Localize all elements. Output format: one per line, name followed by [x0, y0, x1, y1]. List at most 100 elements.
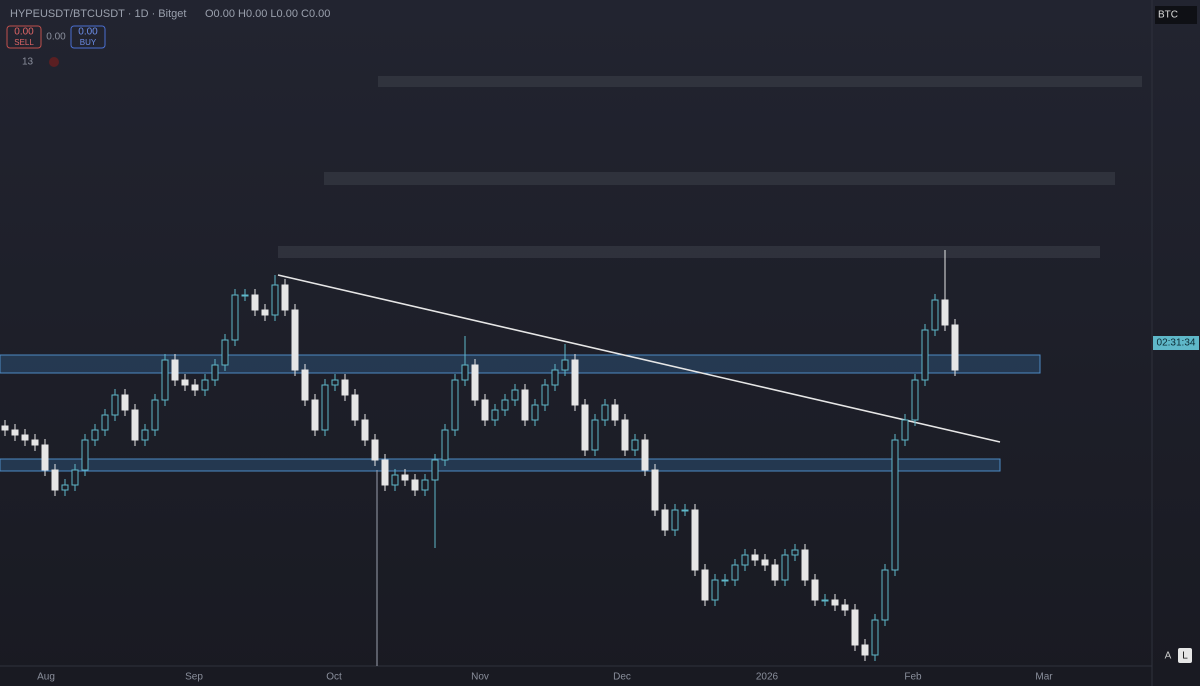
- candle-body: [31, 439, 39, 446]
- spread: 0.00: [46, 32, 66, 43]
- candle-body: [741, 554, 749, 566]
- candle-body: [181, 379, 189, 386]
- candle-body: [561, 359, 569, 371]
- sell-button[interactable]: [6, 25, 42, 49]
- candle-body: [441, 429, 449, 461]
- candle-body: [681, 509, 689, 512]
- candle-body: [301, 369, 309, 401]
- candle-body: [781, 554, 789, 581]
- candle-body: [151, 399, 159, 431]
- log-button[interactable]: [1178, 648, 1192, 663]
- candle-body: [801, 549, 809, 581]
- candle-body: [421, 479, 429, 491]
- sell-price: 0.00: [14, 27, 34, 38]
- candle-body: [161, 359, 169, 401]
- candle-body: [521, 389, 529, 421]
- candle-body: [791, 549, 799, 556]
- candle-body: [431, 459, 439, 481]
- candle-body: [911, 379, 919, 421]
- candle-body: [621, 419, 629, 451]
- zone: [324, 172, 1115, 185]
- countdown-box: [1153, 336, 1199, 350]
- candle-body: [411, 479, 419, 491]
- candle-body: [851, 609, 859, 646]
- candle-body: [651, 469, 659, 511]
- candle-body: [601, 404, 609, 421]
- candle-body: [331, 379, 339, 386]
- candle-body: [71, 469, 79, 486]
- candle-body: [101, 414, 109, 431]
- candle-body: [821, 599, 829, 602]
- x-tick-label: Mar: [1035, 672, 1053, 683]
- candle-body: [481, 399, 489, 421]
- axis-symbol: BTC: [1158, 10, 1178, 21]
- log-scale[interactable]: L: [1182, 651, 1188, 662]
- candle-body: [131, 409, 139, 441]
- candle-body: [671, 509, 679, 531]
- indicator-count[interactable]: 13: [22, 57, 34, 68]
- candle-body: [211, 364, 219, 381]
- x-tick-label: Dec: [613, 672, 631, 683]
- x-tick-label: 2026: [756, 672, 779, 683]
- sell-label: SELL: [14, 38, 34, 47]
- candle-body: [121, 394, 129, 411]
- symbol: HYPEUSDT/BTCUSDT · 1D · Bitget: [10, 8, 186, 20]
- zone: [0, 354, 1041, 374]
- zone: [278, 246, 1100, 258]
- candle-body: [11, 429, 19, 436]
- candle-body: [591, 419, 599, 451]
- candle-body: [721, 579, 729, 582]
- candle-body: [51, 469, 59, 491]
- candle-body: [891, 439, 899, 571]
- candle-body: [171, 359, 179, 381]
- candle-body: [841, 604, 849, 611]
- candle-body: [1, 425, 9, 431]
- zone: [378, 76, 1142, 87]
- x-tick-label: Feb: [904, 672, 922, 683]
- candle-body: [491, 409, 499, 421]
- candle-body: [511, 389, 519, 401]
- auto-scale[interactable]: A: [1165, 651, 1172, 662]
- x-tick-label: Sep: [185, 672, 203, 683]
- countdown: 02:31:34: [1157, 338, 1196, 349]
- candle-body: [391, 474, 399, 486]
- candle-body: [581, 404, 589, 451]
- candle-body: [231, 294, 239, 341]
- candle-body: [641, 439, 649, 471]
- candle-body: [381, 459, 389, 486]
- candle-body: [921, 329, 929, 381]
- candle-body: [541, 384, 549, 406]
- candle-body: [371, 439, 379, 461]
- candle-body: [341, 379, 349, 396]
- candle-body: [881, 569, 889, 621]
- candle-body: [471, 364, 479, 401]
- x-tick-label: Aug: [37, 672, 55, 683]
- candle-body: [611, 404, 619, 421]
- alert-icon: [49, 57, 59, 67]
- candle-body: [241, 294, 249, 297]
- candle-body: [451, 379, 459, 431]
- ohlc: O0.00 H0.00 L0.00 C0.00: [205, 8, 330, 20]
- candle-body: [751, 554, 759, 561]
- candle-body: [901, 419, 909, 441]
- candle-body: [761, 559, 769, 566]
- candle-body: [21, 434, 29, 441]
- candle-body: [691, 509, 699, 571]
- candle-body: [811, 579, 819, 601]
- candle-body: [501, 399, 509, 411]
- candle-body: [141, 429, 149, 441]
- buy-price: 0.00: [78, 27, 98, 38]
- trend-line: [277, 274, 1001, 443]
- candle-body: [321, 384, 329, 431]
- candle-body: [941, 299, 949, 326]
- candle-body: [311, 399, 319, 431]
- buy-button[interactable]: [70, 25, 106, 49]
- symbol-box: [1155, 6, 1197, 24]
- candle-body: [221, 339, 229, 366]
- candle-body: [351, 394, 359, 421]
- candle-body: [61, 484, 69, 491]
- candle-body: [191, 384, 199, 391]
- candle-body: [271, 284, 279, 316]
